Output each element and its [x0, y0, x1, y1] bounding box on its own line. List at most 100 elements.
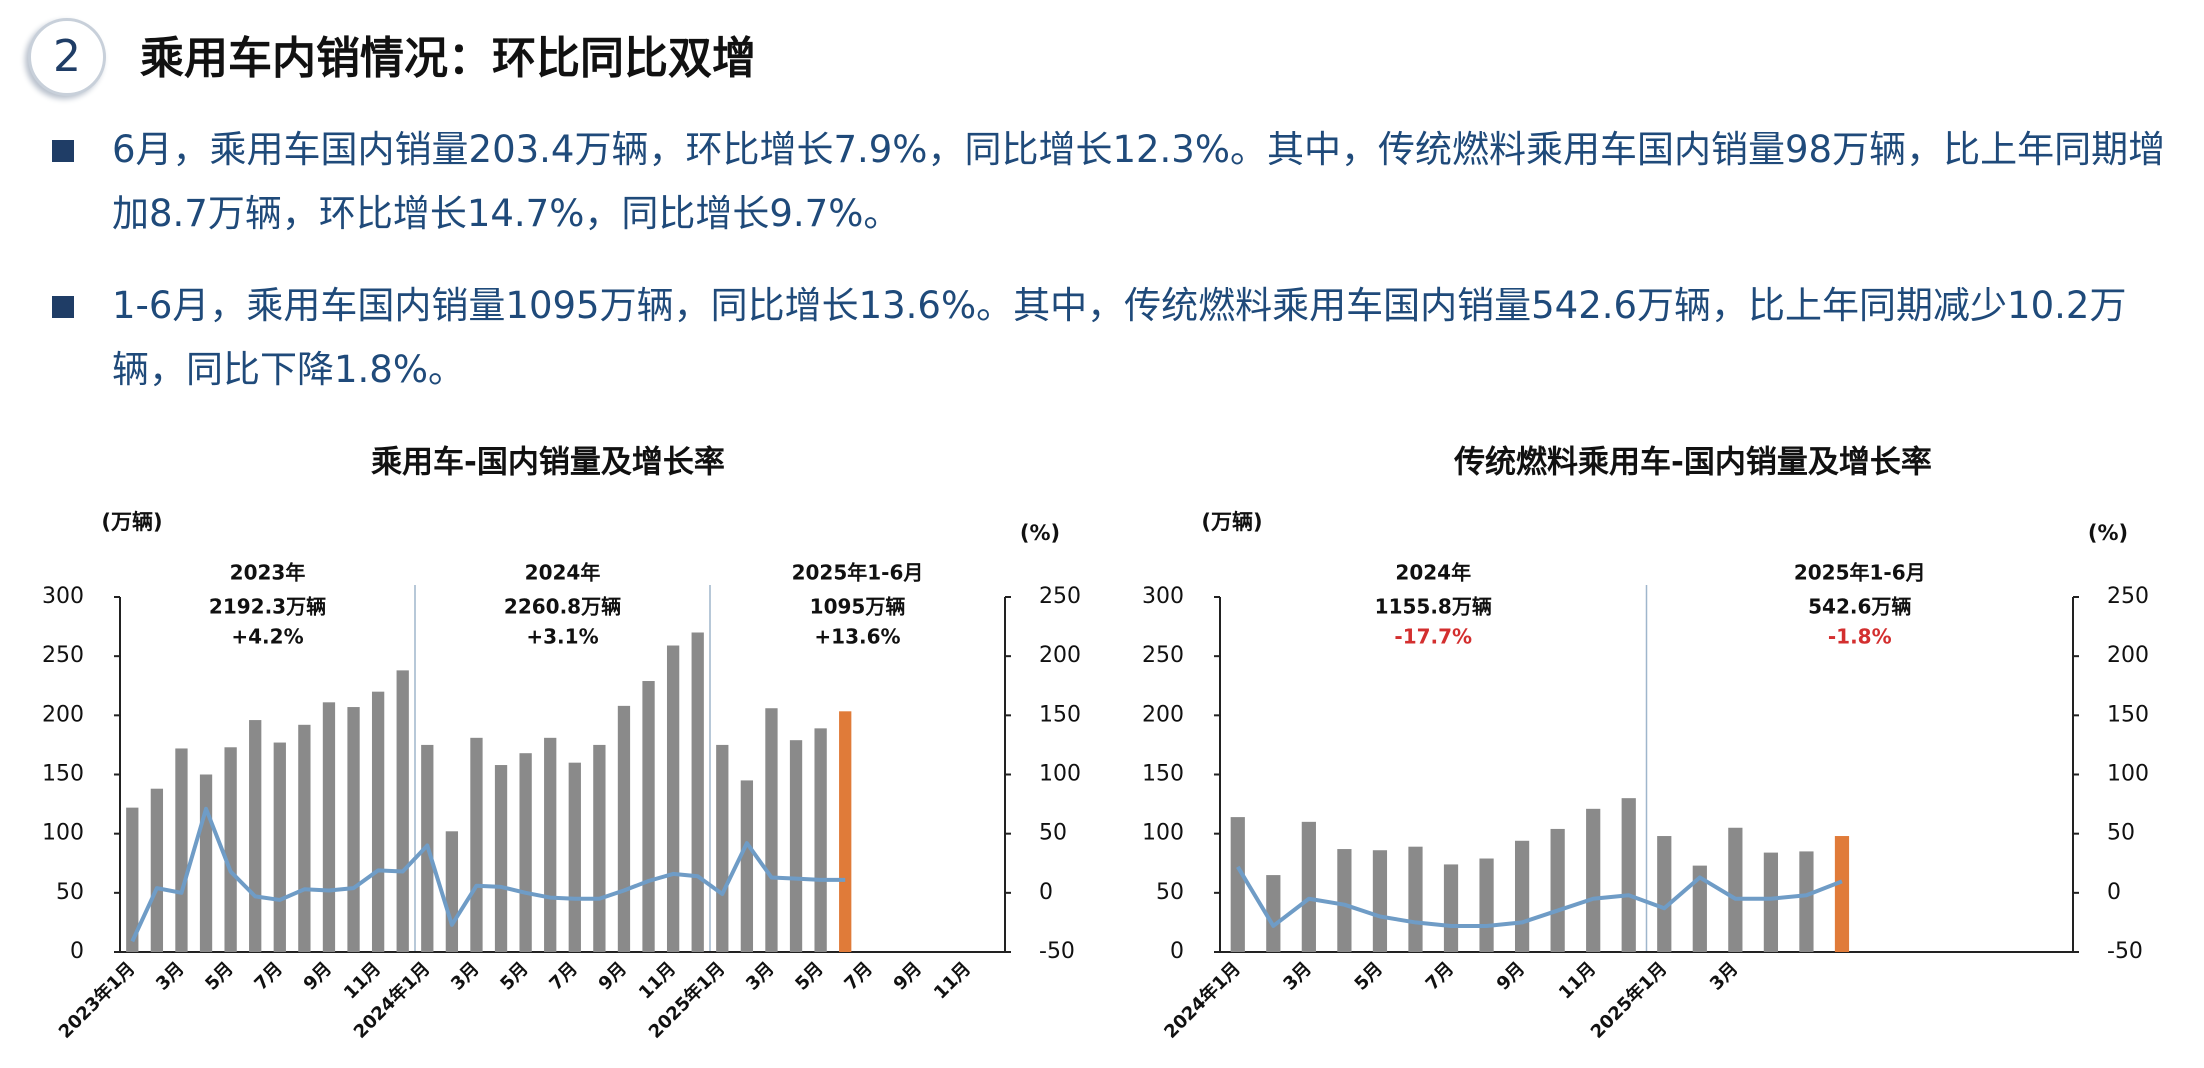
x-tick-label: 2023年1月 [54, 958, 139, 1043]
x-tick-label: 2024年1月 [1160, 958, 1245, 1043]
bar [1443, 864, 1459, 952]
y-axis-label: (万辆) [101, 510, 162, 534]
x-tick-label: 7月 [250, 958, 286, 994]
bar [1372, 850, 1388, 952]
y-tick-label: 0 [70, 939, 84, 964]
chart-title: 乘用车-国内销量及增长率 [371, 445, 725, 481]
bar [175, 748, 188, 952]
y-tick-label: 150 [1142, 762, 1184, 787]
bar [347, 707, 360, 952]
bar [1301, 821, 1316, 952]
y2-axis-label: (%) [2088, 521, 2128, 545]
y2-tick-label: 200 [1039, 643, 1081, 668]
annotation-total: 1095万辆 [810, 595, 906, 619]
y-tick-label: 200 [42, 702, 84, 727]
bar [666, 645, 680, 952]
bar [224, 747, 237, 952]
bar [322, 702, 336, 952]
y-tick-label: 250 [42, 643, 84, 668]
x-tick-label: 2025年1月 [1586, 958, 1671, 1043]
bar [716, 744, 729, 952]
x-tick-label: 3月 [1706, 958, 1742, 994]
y2-tick-label: 100 [2107, 762, 2149, 787]
bar [371, 691, 385, 952]
y-tick-label: 200 [1142, 702, 1184, 727]
y-tick-label: 250 [1142, 643, 1184, 668]
x-tick-label: 3月 [742, 958, 778, 994]
bar [199, 774, 213, 952]
y-tick-label: 0 [1170, 939, 1184, 964]
x-tick-label: 7月 [840, 958, 876, 994]
bullet-text: 1-6月，乘用车国内销量1095万辆，同比增长13.6%。其中，传统燃料乘用车国… [112, 284, 2127, 391]
bar [1230, 817, 1245, 952]
y-tick-label: 100 [1142, 821, 1184, 846]
y2-tick-label: -50 [2107, 939, 2143, 964]
annotation-total: 2260.8万辆 [504, 595, 621, 619]
y-tick-label: 300 [1142, 584, 1184, 609]
bar [470, 737, 483, 952]
annotation-change: -17.7% [1394, 625, 1472, 649]
bar [1337, 849, 1352, 952]
annotation-period: 2023年 [230, 561, 306, 585]
annotation-total: 2192.3万辆 [209, 595, 326, 619]
y2-tick-label: 0 [2107, 880, 2121, 905]
x-tick-label: 3月 [1279, 958, 1315, 994]
annotation-period: 2024年 [1395, 561, 1471, 585]
y-tick-label: 150 [42, 762, 84, 787]
bar [1657, 836, 1672, 952]
y2-tick-label: -50 [1039, 939, 1075, 964]
bar [1408, 846, 1423, 952]
bar [691, 632, 704, 952]
growth-line [130, 806, 846, 943]
bar [568, 762, 581, 952]
y2-tick-label: 200 [2107, 643, 2149, 668]
y2-tick-label: 150 [2107, 702, 2149, 727]
x-tick-label: 9月 [890, 958, 926, 994]
bar [1550, 828, 1565, 952]
x-tick-label: 7月 [545, 958, 581, 994]
bar [298, 724, 311, 952]
bar [445, 831, 459, 952]
bullet-marker [52, 140, 74, 162]
x-tick-label: 7月 [1422, 958, 1458, 994]
bar [1692, 865, 1707, 952]
bar [1621, 798, 1636, 952]
annotation-change: +13.6% [814, 625, 900, 649]
y2-tick-label: 0 [1039, 880, 1053, 905]
y2-tick-label: 250 [1039, 584, 1081, 609]
bar [249, 720, 262, 952]
bullet-marker [52, 296, 74, 318]
y2-tick-label: 50 [1039, 821, 1067, 846]
bar [1799, 851, 1814, 952]
x-tick-label: 9月 [1493, 958, 1529, 994]
bar [126, 807, 139, 952]
bar [494, 765, 508, 952]
x-tick-label: 5月 [496, 958, 532, 994]
x-tick-label: 3月 [447, 958, 483, 994]
bar [765, 708, 778, 952]
bar [1514, 840, 1530, 952]
section-number: 2 [28, 18, 106, 96]
bar [544, 737, 557, 952]
growth-line [1236, 865, 1843, 928]
bar [396, 670, 409, 952]
bar [1728, 827, 1743, 952]
annotation-change: +3.1% [526, 625, 598, 649]
x-tick-label: 5月 [791, 958, 827, 994]
y2-tick-label: 250 [2107, 584, 2149, 609]
y-tick-label: 50 [1156, 880, 1184, 905]
bar [1834, 836, 1850, 952]
y2-tick-label: 50 [2107, 821, 2135, 846]
annotation-period: 2024年 [525, 561, 601, 585]
x-tick-label: 5月 [1351, 958, 1387, 994]
bar [814, 728, 827, 952]
y2-tick-label: 150 [1039, 702, 1081, 727]
bar [839, 711, 852, 952]
y2-tick-label: 100 [1039, 762, 1081, 787]
bar [150, 788, 164, 952]
annotation-period: 2025年1-6月 [792, 561, 924, 585]
bar [642, 681, 655, 952]
annotation-change: -1.8% [1828, 625, 1892, 649]
